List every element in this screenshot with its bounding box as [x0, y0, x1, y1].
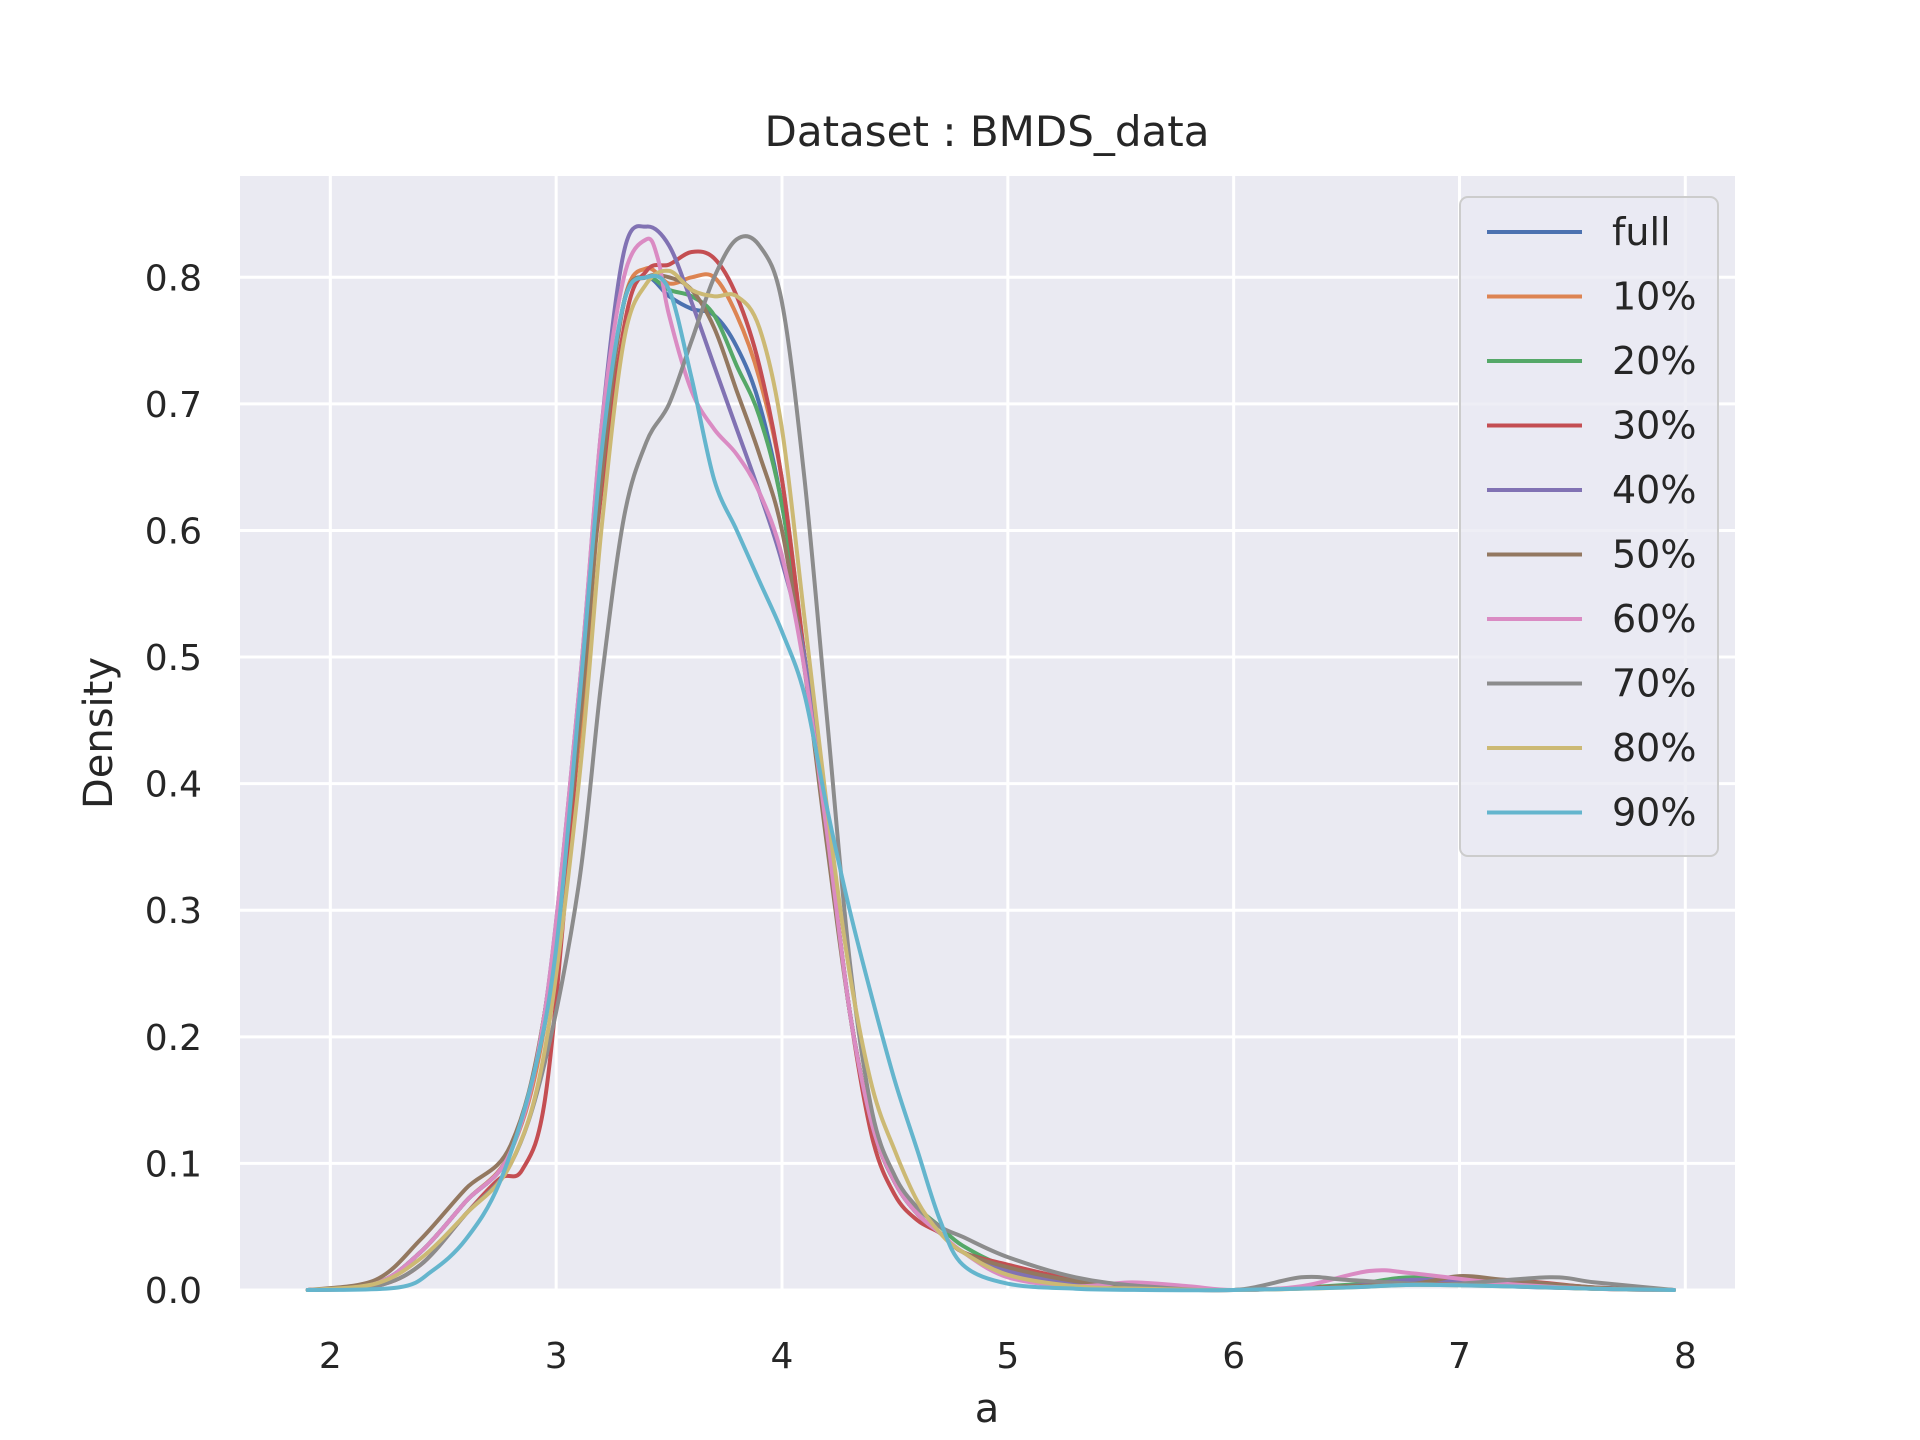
y-tick-label: 0.8 — [145, 258, 202, 299]
y-tick-labels: 0.0 0.1 0.2 0.3 0.4 0.5 0.6 0.7 0.8 — [145, 258, 202, 1312]
x-tick-label: 8 — [1674, 1336, 1697, 1377]
series-lines — [305, 224, 1676, 1293]
legend-label-80pct: 80% — [1612, 726, 1696, 770]
x-tick-label: 6 — [1222, 1336, 1245, 1377]
x-axis-label: a — [975, 1386, 1000, 1432]
x-tick-label: 4 — [771, 1336, 794, 1377]
x-tick-labels: 2 3 4 5 6 7 8 — [319, 1336, 1697, 1377]
legend-label-20pct: 20% — [1612, 339, 1696, 383]
series-line-90pct — [305, 273, 1676, 1293]
grid-lines — [240, 176, 1735, 1292]
y-tick-label: 0.5 — [145, 638, 202, 679]
legend-label-60pct: 60% — [1612, 597, 1696, 641]
legend-label-50pct: 50% — [1612, 533, 1696, 577]
legend-label-70pct: 70% — [1612, 662, 1696, 706]
x-tick-label: 7 — [1448, 1336, 1471, 1377]
y-tick-label: 0.3 — [145, 891, 202, 932]
legend-label-10pct: 10% — [1612, 275, 1696, 319]
legend: full 10% 20% 30% 40% 50% 60% 70% 80% 90% — [1459, 196, 1719, 857]
legend-label-30pct: 30% — [1612, 404, 1696, 448]
y-axis-label: Density — [76, 657, 122, 809]
legend-label-90pct: 90% — [1612, 791, 1696, 835]
y-tick-label: 0.1 — [145, 1144, 202, 1185]
x-tick-label: 5 — [996, 1336, 1019, 1377]
x-tick-label: 3 — [545, 1336, 568, 1377]
y-tick-label: 0.0 — [145, 1271, 202, 1312]
y-tick-label: 0.4 — [145, 765, 202, 806]
x-tick-label: 2 — [319, 1336, 342, 1377]
y-tick-label: 0.7 — [145, 385, 202, 426]
chart-title: Dataset : BMDS_data — [765, 107, 1210, 156]
legend-label-full: full — [1612, 210, 1671, 254]
legend-label-40pct: 40% — [1612, 468, 1696, 512]
series-line-70pct — [305, 234, 1676, 1293]
y-tick-label: 0.2 — [145, 1018, 202, 1059]
y-tick-label: 0.6 — [145, 511, 202, 552]
